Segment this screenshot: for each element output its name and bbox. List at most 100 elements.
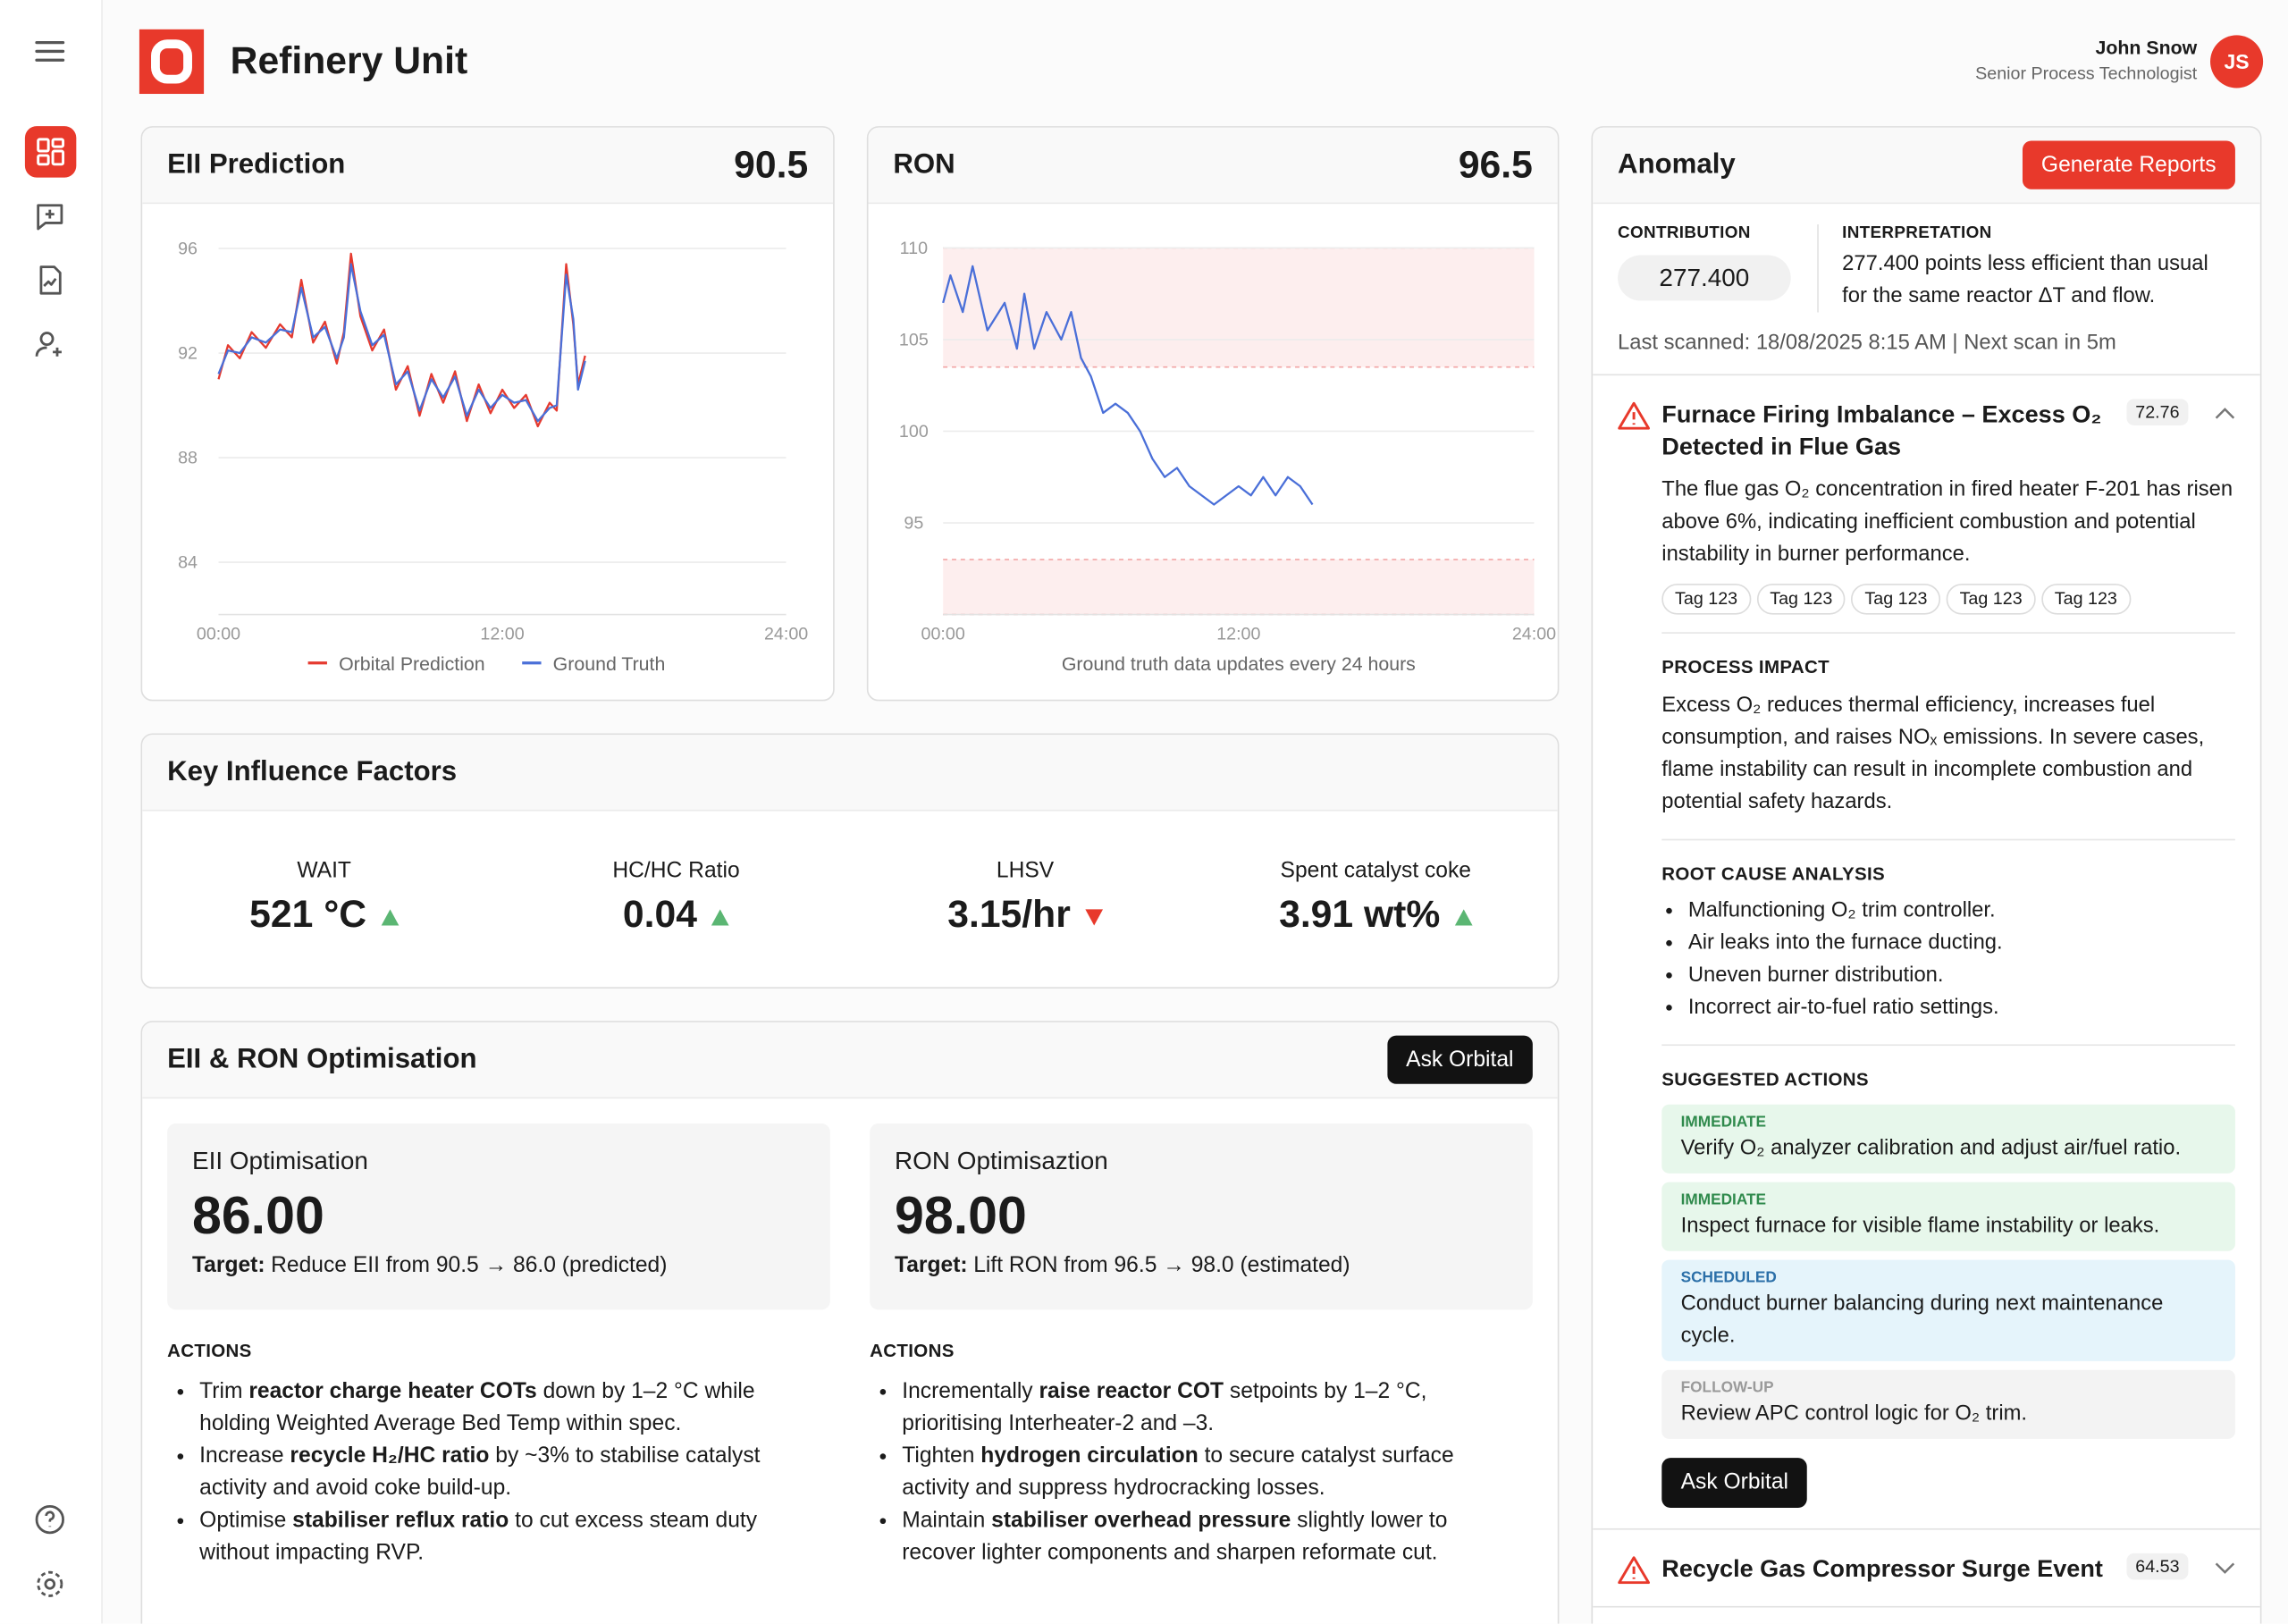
y-tick-label: 88 [178, 449, 198, 468]
action-level: IMMEDIATE [1680, 1191, 1767, 1209]
action-text: stabiliser overhead pressure [991, 1507, 1291, 1533]
item-title: Furnace Firing Imbalance – Excess O₂ Det… [1661, 401, 2102, 461]
anomaly-item: Furnace Firing Imbalance – Excess O₂ Det… [1593, 375, 2260, 1530]
cause-list: Malfunctioning O₂ trim controller.Air le… [1661, 895, 2235, 1023]
action-text: Optimise [199, 1507, 293, 1533]
action-text: Maintain [902, 1507, 992, 1533]
card-header: Key Influence Factors [142, 735, 1558, 812]
page-title: Refinery Unit [230, 38, 468, 82]
optimisation-box: EII Optimisation 86.00 Target: Reduce EII f… [167, 1123, 830, 1310]
anomaly-item: Recycle Gas Compressor Surge Event 64.53 [1593, 1530, 2260, 1608]
cause: Air leaks into the furnace ducting. [1688, 927, 2235, 959]
warning-icon [1618, 401, 1650, 430]
ask-orbital-button[interactable]: Ask Orbital [1386, 1035, 1533, 1084]
actions-label: ACTIONS [870, 1340, 955, 1361]
action-text: setpoints by 1–2 °C, prioritising Interh… [902, 1378, 1427, 1436]
avatar[interactable]: JS [2210, 35, 2264, 88]
trend-up [711, 908, 730, 925]
action-text: Tighten [902, 1443, 981, 1468]
tag: Tag 123 [1756, 584, 1846, 615]
settings-icon[interactable] [32, 1567, 67, 1602]
users-icon[interactable] [32, 327, 67, 362]
factor-number: 3.91 wt% [1279, 891, 1441, 936]
card-header: EII & RON Optimisation Ask Orbital [142, 1022, 1558, 1099]
band [943, 248, 1535, 367]
y-tick-label: 95 [904, 514, 923, 534]
chat-icon[interactable] [32, 199, 67, 234]
interpretation: INTERPRETATION 277.400 points less effic… [1819, 224, 2235, 312]
item-body: The flue gas O₂ concentration in fired h… [1618, 474, 2235, 1508]
factor-label: Spent catalyst coke [1280, 857, 1471, 883]
target-text: Reduce EII from 90.5 → 86.0 (predicted) [271, 1252, 668, 1278]
y-tick-label: 92 [178, 344, 198, 364]
tag: Tag 123 [2040, 584, 2131, 615]
score: 64.53 [2126, 1552, 2189, 1580]
action-list: Incrementally raise reactor COT setpoint… [870, 1376, 1515, 1569]
key-factors-card: Key Influence Factors WAIT 521 °C HC/HC Ra… [140, 733, 1560, 989]
help-icon[interactable] [32, 1502, 67, 1536]
item-header: Furnace Firing Imbalance – Excess O₂ Det… [1618, 399, 2235, 463]
y-tick-label: 105 [899, 330, 929, 349]
warning-shape [1618, 1556, 1650, 1585]
action-text: Review APC control logic for O₂ trim. [1680, 1401, 2028, 1426]
tags: Tag 123 Tag 123 Tag 123 Tag 123 Tag 123 [1661, 582, 2235, 615]
item-title: Recycle Gas Compressor Surge Event [1661, 1556, 2103, 1583]
cause: Incorrect air-to-fuel ratio settings. [1688, 991, 2235, 1023]
anomaly-panel: Anomaly Generate Reports CONTRIBUTION 277… [1591, 126, 2262, 1624]
user-role: Senior Process Technologist [1975, 63, 2198, 84]
factor-number: 3.15/hr [947, 891, 1071, 936]
action: Tighten hydrogen circulation to secure c… [902, 1440, 1515, 1504]
interpretation-text: 277.400 points less efficient than usual… [1842, 252, 2208, 308]
action-text: reactor charge heater COTs [248, 1378, 537, 1404]
chevron[interactable] [2215, 1561, 2235, 1575]
menu-icon[interactable] [32, 35, 67, 67]
generate-reports-button[interactable]: Generate Reports [2022, 140, 2235, 189]
section-heading: SUGGESTED ACTIONS [1661, 1069, 1869, 1090]
box-value: 98.00 [895, 1184, 1027, 1246]
card-header: RON 96.5 [868, 127, 1558, 205]
factor-value: 3.91 wt% [1199, 892, 1552, 938]
factor-value: 521 °C [148, 892, 500, 938]
card-title: Anomaly [1618, 148, 1736, 181]
action-text: by ~3% to stabilise catalyst activity an… [199, 1443, 761, 1501]
chevron[interactable] [2215, 407, 2235, 421]
action-text: Incrementally [902, 1378, 1039, 1404]
contribution-value: 277.400 [1618, 255, 1791, 301]
action-text: Conduct burner balancing during next mai… [1680, 1292, 2164, 1349]
action-box: IMMEDIATE Inspect furnace for visible fla… [1661, 1182, 2235, 1251]
target-label: Target: [191, 1252, 265, 1278]
action-text: slightly lower to recover lighter compon… [902, 1507, 1448, 1565]
legend-label: Orbital Prediction [339, 653, 485, 675]
ask-orbital-button[interactable]: Ask Orbital [1661, 1458, 1808, 1508]
box-title: RON Optimisaztion [895, 1147, 1108, 1175]
factor: LHSV 3.15/hr [849, 858, 1201, 938]
score: 72.76 [2126, 399, 2189, 425]
suggested-actions: SUGGESTED ACTIONS IMMEDIATE Verify O₂ anal… [1661, 1044, 2235, 1508]
action-level: IMMEDIATE [1680, 1113, 1767, 1132]
chart-note: Ground truth data updates every 24 hours [1062, 653, 1416, 675]
action-level: SCHEDULED [1680, 1268, 1777, 1287]
series-line [217, 263, 586, 423]
report-icon[interactable] [32, 263, 67, 298]
action-text: Verify O₂ analyzer calibration and adjus… [1680, 1136, 2182, 1161]
user-info: John Snow Senior Process Technologist [1975, 37, 2197, 84]
dashboard-icon[interactable] [24, 126, 77, 178]
action-text: Trim [199, 1378, 249, 1404]
action: Increase recycle H₂/HC ratio by ~3% to s… [199, 1440, 812, 1504]
optimisation-card: EII & RON Optimisation Ask Orbital EII Op… [140, 1021, 1560, 1624]
scan-info: Last scanned: 18/08/2025 8:15 AM | Next … [1593, 313, 2260, 376]
y-tick-label: 84 [178, 553, 198, 573]
card-value: 90.5 [734, 142, 809, 187]
section-heading: PROCESS IMPACT [1661, 657, 1830, 678]
action-level: FOLLOW-UP [1680, 1378, 1774, 1397]
box-title: EII Optimisation [191, 1147, 368, 1175]
y-tick-label: 100 [899, 422, 929, 442]
factor-label: HC/HC Ratio [612, 857, 740, 883]
target: Target: Reduce EII from 90.5 → 86.0 (pred… [192, 1252, 805, 1277]
target-label: Target: [895, 1252, 968, 1278]
action-text: down by 1–2 °C while holding Weighted Av… [199, 1378, 755, 1436]
chevron-shape [2215, 408, 2235, 419]
